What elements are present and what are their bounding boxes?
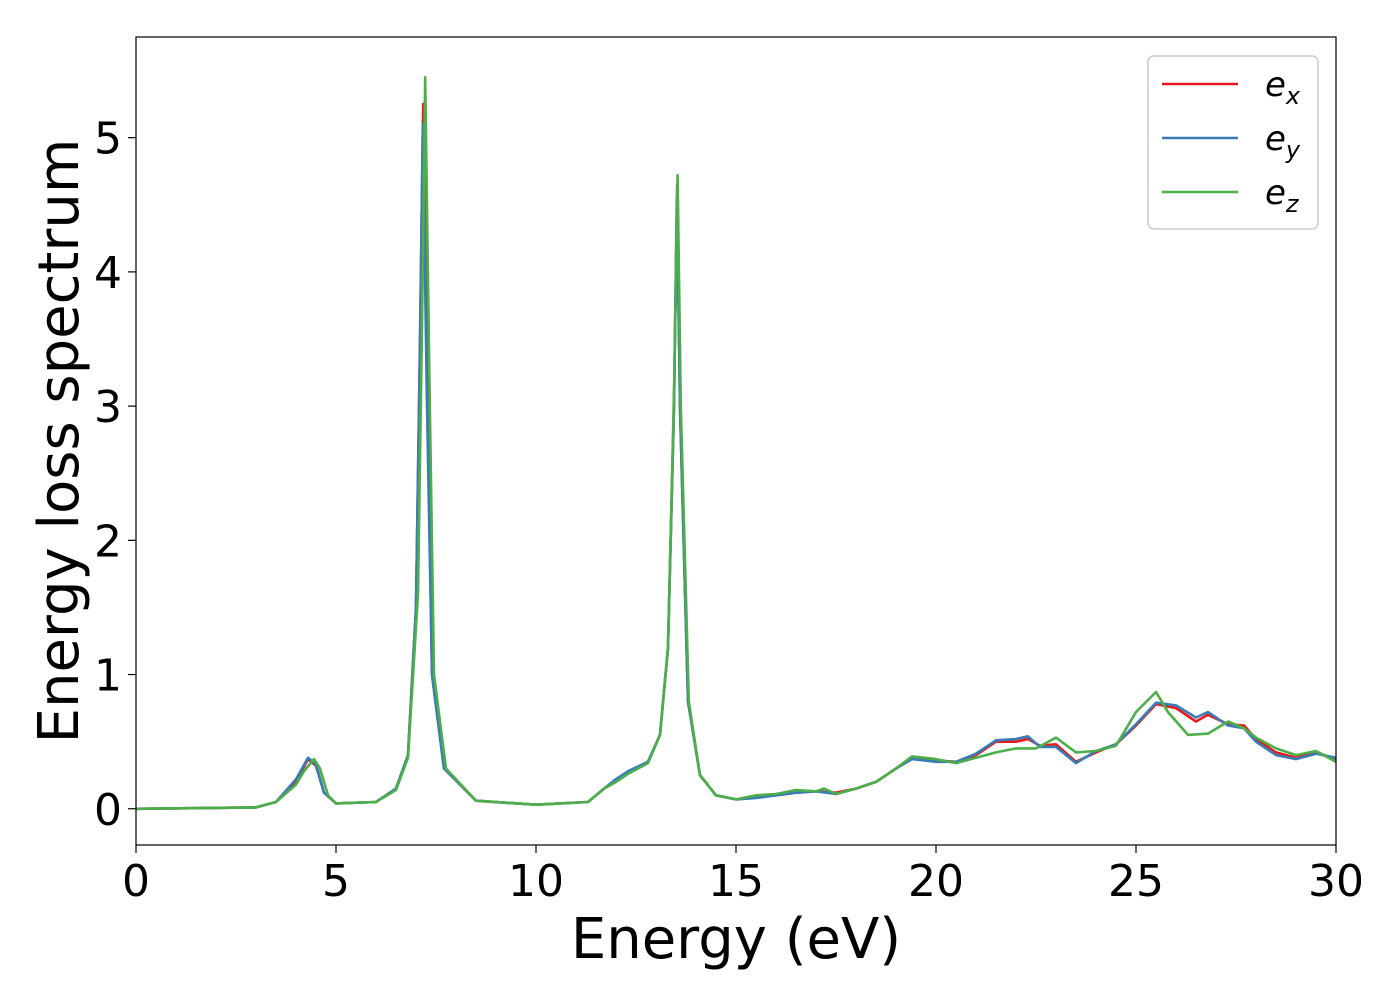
x-tick-label: 5 [322, 856, 350, 907]
legend-label-ez: ez [1265, 173, 1300, 218]
x-tick-label: 20 [908, 856, 964, 907]
x-axis-ticks: 0 5 10 15 20 25 30 [122, 845, 1364, 907]
x-axis-title: Energy (eV) [571, 907, 901, 972]
y-axis-title: Energy loss spectrum [27, 139, 92, 744]
x-tick-label: 15 [708, 856, 764, 907]
y-tick-label: 1 [94, 651, 122, 702]
x-tick-label: 25 [1108, 856, 1164, 907]
y-tick-label: 2 [94, 516, 122, 567]
legend-label-ey: ey [1265, 119, 1301, 164]
x-tick-label: 10 [508, 856, 564, 907]
x-tick-label: 30 [1308, 856, 1364, 907]
series-line-ez [135, 76, 1337, 811]
y-tick-label: 0 [94, 785, 122, 836]
legend-frame [1147, 55, 1319, 230]
y-tick-label: 4 [94, 248, 122, 299]
x-tick-label: 0 [122, 856, 150, 907]
legend: ex ey ez [1147, 55, 1319, 230]
y-tick-label: 3 [94, 382, 122, 433]
series-group [135, 76, 1337, 811]
legend-label-ex: ex [1265, 65, 1301, 110]
y-axis-ticks: 0 1 2 3 4 5 [94, 114, 136, 836]
y-tick-label: 5 [94, 114, 122, 165]
